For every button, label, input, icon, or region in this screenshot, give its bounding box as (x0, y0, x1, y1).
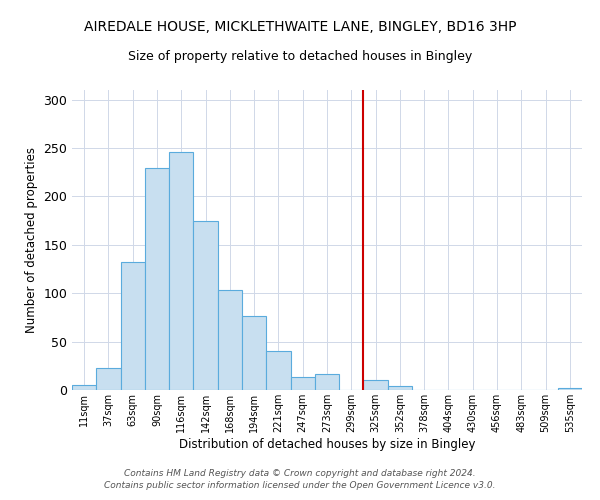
Bar (558, 388, 582, 390)
Bar (242, 316, 266, 390)
Bar (193, 220, 218, 390)
Bar (218, 290, 242, 390)
Bar (266, 352, 290, 390)
Bar (96, 368, 121, 390)
Bar (388, 386, 412, 390)
Y-axis label: Number of detached properties: Number of detached properties (25, 147, 38, 333)
Bar (315, 374, 339, 390)
Bar (169, 152, 193, 390)
Bar (290, 378, 315, 390)
Bar (72, 385, 96, 390)
Bar (121, 262, 145, 390)
Bar (364, 380, 388, 390)
Text: AIREDALE HOUSE, MICKLETHWAITE LANE, BINGLEY, BD16 3HP: AIREDALE HOUSE, MICKLETHWAITE LANE, BING… (84, 20, 516, 34)
Bar (145, 168, 169, 390)
Text: Size of property relative to detached houses in Bingley: Size of property relative to detached ho… (128, 50, 472, 63)
Text: Contains HM Land Registry data © Crown copyright and database right 2024.
Contai: Contains HM Land Registry data © Crown c… (104, 468, 496, 490)
X-axis label: Distribution of detached houses by size in Bingley: Distribution of detached houses by size … (179, 438, 475, 450)
